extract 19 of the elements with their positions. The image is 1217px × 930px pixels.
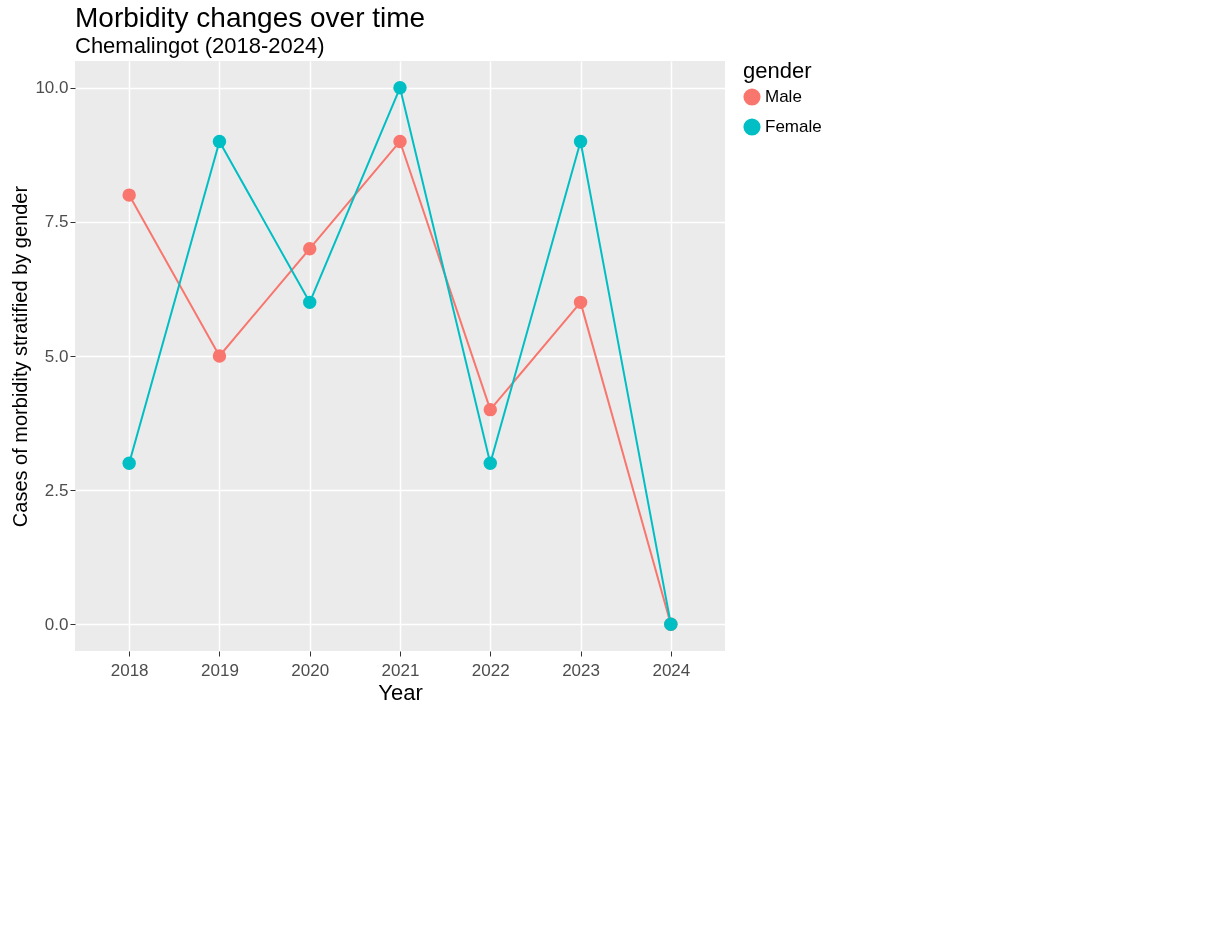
y-tick-label: 7.5 [44,212,69,232]
legend-title: gender [743,58,812,83]
legend-label: Male [765,87,802,106]
x-tick-label: 2024 [652,660,691,680]
x-tick-label: 2022 [471,660,510,680]
chart-subtitle: Chemalingot (2018-2024) [75,33,325,58]
y-tick-label: 2.5 [44,480,69,500]
y-tick-label: 10.0 [35,78,69,98]
x-tick-label: 2020 [291,660,330,680]
y-tick-label: 5.0 [44,346,69,366]
x-tick-label: 2021 [381,660,420,680]
x-tick-label: 2018 [110,660,149,680]
y-axis-title: Cases of morbidity stratified by gender [9,185,32,528]
x-tick-label: 2019 [201,660,239,680]
x-axis-title: Year [378,679,423,705]
chart-title: Morbidity changes over time [75,2,426,33]
x-tick-label: 2023 [562,660,600,680]
y-tick-label: 0.0 [44,614,69,634]
legend-label: Female [765,117,822,136]
